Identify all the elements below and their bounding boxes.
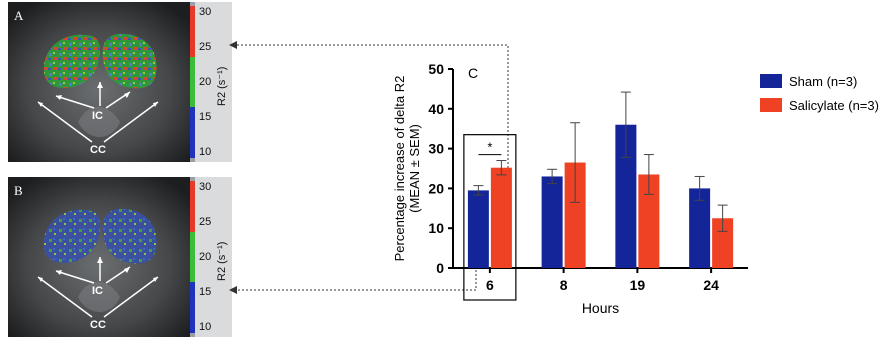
sham-bar-6	[467, 190, 489, 268]
colorbar-tick-10: 10	[199, 146, 212, 158]
salicylate-bar-8	[564, 162, 586, 268]
colorbar-tick-30: 30	[199, 181, 212, 193]
cc-label-b: CC	[90, 319, 106, 331]
colorbar-tick-20: 20	[199, 251, 212, 263]
x-axis-label: Hours	[582, 300, 619, 316]
ic-label-a: IC	[92, 110, 103, 122]
sham-bar-8	[541, 176, 563, 268]
y-axis-label-line1: Percentage increase of delta R2	[392, 76, 407, 262]
legend-label-salicylate: Salicylate (n=3)	[789, 98, 879, 113]
panel-a-letter: A	[14, 8, 24, 23]
mri-image-a	[8, 2, 190, 162]
ic-label-b: IC	[92, 285, 103, 297]
mri-image-b	[8, 177, 190, 337]
salicylate-bar-19	[638, 174, 660, 268]
x-tick-label-19: 19	[630, 277, 646, 293]
colorbar-tick-25: 25	[199, 216, 212, 228]
colorbar-scale-a: 30 25 20 15 10 R2 (s⁻¹)	[195, 2, 232, 162]
colorbar-tick-30: 30	[199, 6, 212, 18]
cc-label-a: CC	[90, 144, 106, 156]
y-tick-label-40: 40	[428, 101, 444, 117]
y-axis-label-line2: (MEAN ± SEM)	[407, 124, 422, 213]
y-tick-label-50: 50	[428, 61, 444, 77]
significance-marker: *	[487, 140, 492, 155]
highlight-box	[463, 134, 517, 301]
panel-c-letter: C	[468, 65, 478, 81]
colorbar-tick-15: 15	[199, 111, 212, 123]
mri-panel-a: A IC CC 30 25 20 15 10 R2 (s⁻¹)	[8, 2, 232, 162]
colorbar-tick-20: 20	[199, 76, 212, 88]
sham-bar-19	[615, 124, 637, 268]
salicylate-bar-24	[712, 218, 734, 268]
x-tick-label-24: 24	[703, 277, 719, 293]
x-tick-label-6: 6	[486, 277, 494, 293]
legend-label-sham: Sham (n=3)	[789, 74, 857, 89]
y-tick-label-20: 20	[428, 180, 444, 196]
salicylate-bar-6	[490, 167, 512, 268]
y-tick-label-30: 30	[428, 141, 444, 157]
colorbar-scale-b: 30 25 20 15 10 R2 (s⁻¹)	[195, 177, 232, 337]
x-tick-label-8: 8	[560, 277, 568, 293]
colorbar-b	[190, 181, 195, 333]
colorbar-tick-25: 25	[199, 41, 212, 53]
colorbar-a	[190, 6, 195, 158]
sham-bar-24	[689, 188, 711, 268]
y-tick-label-0: 0	[436, 260, 444, 276]
colorbar-tick-15: 15	[199, 286, 212, 298]
legend-swatch-salicylate	[760, 98, 782, 112]
y-tick-label-10: 10	[428, 220, 444, 236]
colorbar-tick-10: 10	[199, 321, 212, 333]
panel-b-letter: B	[14, 183, 23, 198]
mri-panel-b: B IC CC 30 25 20 15 10 R2 (s⁻¹)	[8, 177, 232, 337]
legend-swatch-sham	[760, 74, 782, 88]
